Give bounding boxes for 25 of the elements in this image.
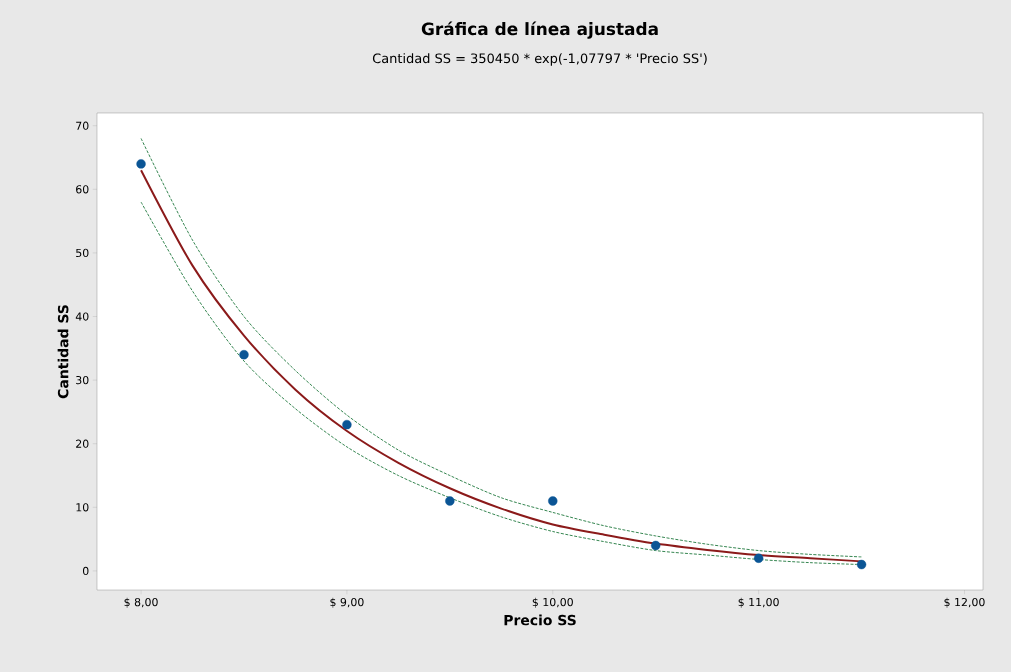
point (548, 496, 558, 506)
chart-title: Gráfica de línea ajustada (421, 21, 658, 39)
y-tick-label: 20 (76, 439, 89, 448)
y-tick-label: 10 (76, 503, 89, 512)
y-tick-label: 50 (76, 248, 89, 258)
y-tick-label: 0 (82, 566, 89, 576)
y-tick-label: 70 (76, 121, 89, 130)
point (445, 496, 455, 506)
point (239, 350, 249, 360)
chart-subtitle: Cantidad SS = 350450 * exp(-1,07797 * 'Precio SS') (372, 53, 707, 66)
point (136, 159, 146, 169)
y-axis-title: Cantidad SS (57, 305, 69, 399)
point (856, 559, 867, 570)
point (651, 540, 661, 551)
x-tick-label: $ 12,00 (944, 597, 985, 608)
point (753, 553, 764, 563)
x-tick-label: $ 8,00 (124, 597, 158, 608)
x-axis-title: Precio SS (504, 614, 576, 626)
y-tick-label: 60 (76, 185, 89, 194)
point (342, 419, 352, 430)
y-tick-label: 40 (75, 312, 89, 321)
x-tick-label: $ 11,00 (738, 597, 779, 608)
y-tick-label: 30 (76, 375, 89, 385)
x-tick-label: $ 9,00 (330, 597, 364, 608)
x-tick-label: $ 10,00 (532, 597, 573, 608)
